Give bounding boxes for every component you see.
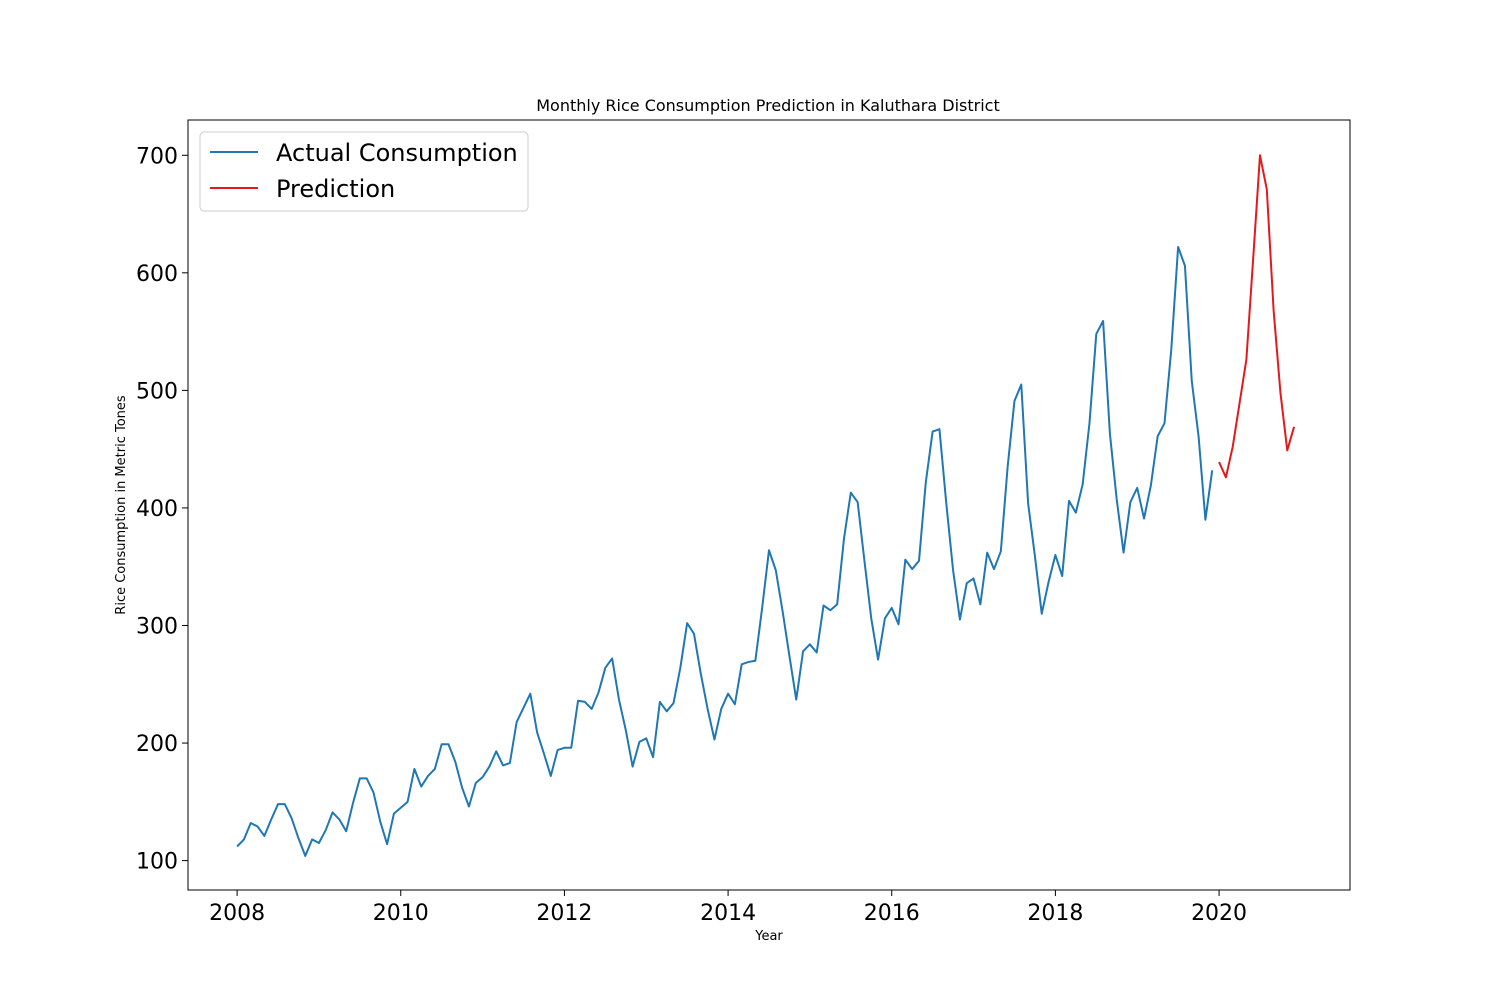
legend-label-prediction: Prediction <box>276 175 395 203</box>
chart-title: Monthly Rice Consumption Prediction in K… <box>536 96 1000 115</box>
legend-label-actual-consumption: Actual Consumption <box>276 139 518 167</box>
y-axis-ticks: 100 200 300 400 500 600 700 <box>136 144 188 875</box>
x-axis-label: Year <box>754 929 783 944</box>
x-tick-label: 2020 <box>1191 901 1247 926</box>
legend-box <box>199 131 529 212</box>
x-tick-label: 2016 <box>864 901 920 926</box>
x-axis-ticks: 2008 2010 2012 2014 2016 2018 2020 <box>209 890 1247 926</box>
y-tick-label: 500 <box>136 379 178 404</box>
series-line-prediction <box>1218 154 1296 479</box>
x-tick-label: 2010 <box>373 901 429 926</box>
y-tick-label: 700 <box>136 144 178 169</box>
plot-area-frame <box>187 119 1351 891</box>
y-axis-label: Rice Consumption in Metric Tones <box>114 395 129 615</box>
x-tick-label: 2012 <box>536 901 592 926</box>
x-tick-label: 2014 <box>700 901 756 926</box>
series-line-actual-consumption <box>236 245 1214 857</box>
y-tick-label: 400 <box>136 497 178 522</box>
chart-legend: Actual Consumption Prediction <box>199 131 529 212</box>
x-tick-label: 2018 <box>1027 901 1083 926</box>
series-layer <box>236 154 1296 857</box>
y-tick-label: 300 <box>136 614 178 639</box>
y-tick-label: 200 <box>136 732 178 757</box>
y-tick-label: 600 <box>136 262 178 287</box>
x-tick-label: 2008 <box>209 901 265 926</box>
y-tick-label: 100 <box>136 850 178 875</box>
